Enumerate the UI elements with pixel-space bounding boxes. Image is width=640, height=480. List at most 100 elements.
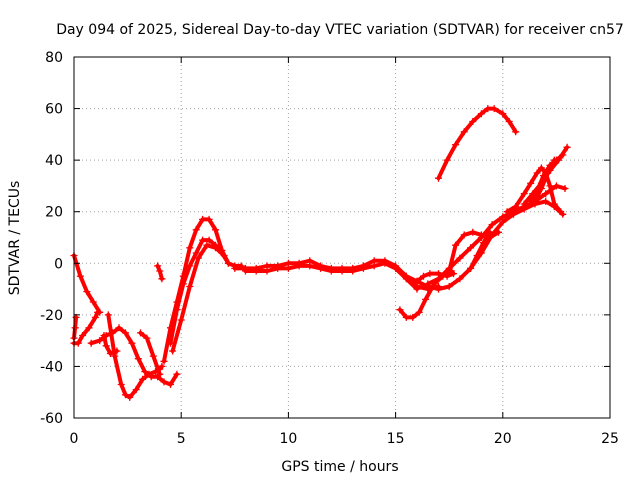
data-point — [533, 169, 541, 177]
data-point — [477, 231, 485, 239]
data-point — [220, 252, 228, 259]
chart-title: Day 094 of 2025, Sidereal Day-to-day VTE… — [56, 22, 624, 38]
data-point — [563, 143, 571, 151]
y-tick-label: 20 — [45, 205, 63, 221]
tick-labels: 0 5 10 15 20 25 -60 -40 -20 0 20 40 60 80 — [40, 50, 619, 447]
data-series — [70, 105, 571, 401]
data-point — [452, 141, 460, 149]
data-point — [460, 231, 468, 239]
data-point — [559, 151, 567, 159]
data-point — [102, 342, 110, 350]
series-arc-20 — [436, 106, 518, 181]
data-point — [154, 262, 162, 270]
data-point — [435, 174, 442, 182]
data-point — [460, 128, 468, 136]
data-point — [141, 368, 149, 376]
data-point — [87, 339, 95, 347]
data-point — [158, 275, 166, 283]
x-axis-label: GPS time / hours — [281, 459, 398, 475]
data-point — [520, 200, 528, 208]
data-point — [456, 254, 464, 262]
data-point — [284, 264, 292, 272]
data-point — [126, 393, 134, 401]
data-point — [76, 272, 84, 280]
series-arc-6 — [102, 333, 119, 356]
data-point — [422, 295, 430, 303]
data-point — [467, 264, 475, 272]
y-tick-label: 0 — [54, 256, 63, 272]
data-point — [203, 241, 211, 249]
y-tick-label: 60 — [45, 102, 63, 118]
data-point — [252, 267, 260, 275]
data-point — [531, 197, 539, 205]
data-point — [132, 386, 140, 394]
data-point — [550, 156, 558, 164]
x-tick-label: 0 — [70, 431, 79, 447]
data-point — [149, 352, 157, 360]
data-point — [71, 324, 79, 332]
data-point — [392, 264, 400, 272]
data-point — [445, 267, 453, 275]
data-point — [205, 236, 213, 244]
data-point — [537, 164, 545, 172]
data-point — [402, 272, 410, 280]
data-point — [199, 236, 207, 244]
data-point — [242, 267, 249, 275]
data-point — [435, 285, 442, 293]
data-point — [306, 262, 314, 270]
data-point — [109, 329, 117, 337]
x-tick-label: 20 — [494, 431, 512, 447]
data-point — [381, 259, 389, 267]
data-point — [192, 226, 200, 234]
data-point — [544, 169, 552, 177]
series-arc-24 — [533, 158, 557, 204]
x-tick-label: 5 — [177, 431, 186, 447]
data-point — [83, 288, 91, 296]
data-point — [156, 370, 164, 378]
data-point — [477, 110, 485, 118]
data-point — [173, 370, 181, 378]
data-point — [424, 280, 432, 288]
data-point — [520, 190, 528, 198]
y-tick-label: -40 — [40, 359, 63, 375]
data-point — [186, 262, 194, 270]
data-point — [413, 285, 421, 293]
data-point — [469, 228, 477, 236]
data-point — [486, 228, 494, 236]
data-point — [205, 215, 213, 223]
data-point — [113, 347, 121, 355]
data-point — [495, 228, 502, 236]
data-point — [537, 185, 545, 192]
data-point — [413, 277, 421, 285]
axis-ticks — [73, 56, 611, 419]
data-point — [85, 324, 93, 332]
data-point — [327, 267, 335, 275]
data-point — [349, 267, 357, 275]
data-point — [137, 329, 144, 337]
data-point — [499, 110, 507, 118]
data-point — [160, 357, 168, 365]
data-point — [557, 208, 565, 216]
series-arc-19 — [468, 230, 492, 271]
data-point — [100, 332, 108, 339]
data-point — [134, 355, 142, 363]
data-point — [169, 347, 177, 355]
data-point — [179, 280, 187, 288]
plot-frame — [73, 56, 611, 419]
series-arc-7 — [138, 330, 162, 377]
data-point — [456, 275, 464, 283]
data-point — [122, 391, 129, 399]
data-point — [317, 264, 325, 272]
data-point — [212, 244, 219, 252]
y-tick-label: -60 — [40, 411, 63, 427]
data-point — [503, 208, 511, 216]
data-point — [452, 241, 460, 249]
data-point — [106, 350, 114, 357]
data-point — [177, 316, 185, 324]
y-tick-label: 80 — [45, 50, 63, 66]
y-axis-label: SDTVAR / TECUs — [7, 181, 23, 296]
data-point — [115, 324, 123, 332]
data-point — [173, 306, 181, 314]
data-point — [128, 339, 136, 347]
